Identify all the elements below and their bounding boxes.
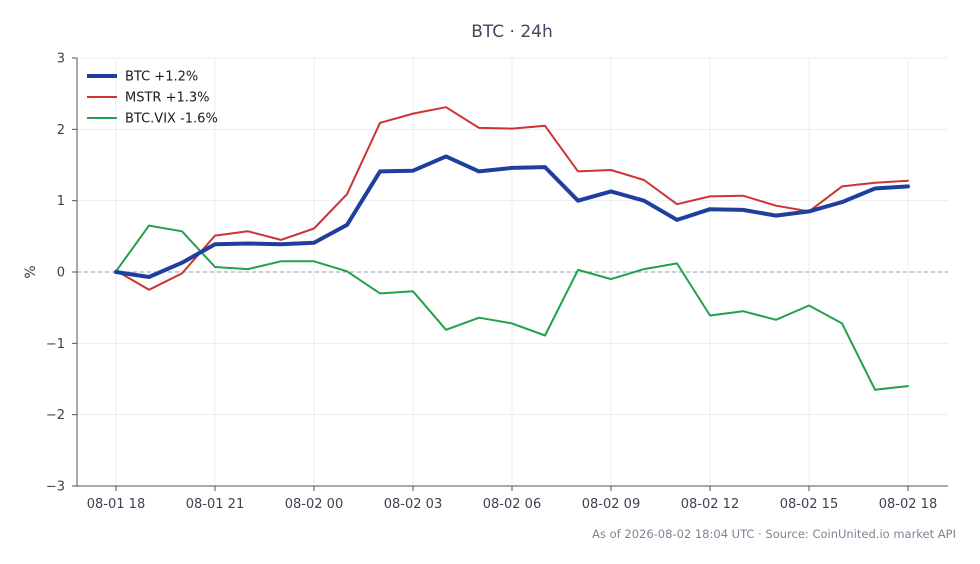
y-axis-label: % xyxy=(23,265,39,278)
x-tick-label: 08-02 00 xyxy=(285,497,343,512)
x-axis-ticks: 08-01 18 08-01 21 08-02 00 08-02 03 08-02 06… xyxy=(87,486,937,512)
x-tick-label: 08-02 03 xyxy=(384,497,442,512)
y-tick-label: −1 xyxy=(46,337,65,352)
series-line-1 xyxy=(115,106,909,291)
legend: BTC +1.2% MSTR +1.3% BTC.VIX -1.6% xyxy=(87,70,218,127)
y-tick-label: −2 xyxy=(46,408,65,423)
series-line-2 xyxy=(115,224,909,391)
y-tick-label: 2 xyxy=(57,123,65,138)
y-axis-ticks: −3 −2 −1 0 1 2 3 xyxy=(46,52,77,495)
y-tick-label: 3 xyxy=(57,52,65,67)
x-tick-label: 08-01 18 xyxy=(87,497,145,512)
legend-label-0: BTC +1.2% xyxy=(125,70,198,85)
y-tick-label: 1 xyxy=(57,194,65,209)
chart-title: BTC · 24h xyxy=(471,22,553,42)
x-tick-label: 08-02 06 xyxy=(483,497,541,512)
x-tick-label: 08-02 15 xyxy=(780,497,838,512)
x-tick-label: 08-02 12 xyxy=(681,497,739,512)
series-layer xyxy=(114,106,910,391)
footer-source: As of 2026-08-02 18:04 UTC · Source: Coi… xyxy=(592,527,956,541)
legend-label-1: MSTR +1.3% xyxy=(125,91,210,106)
y-tick-label: −3 xyxy=(46,480,65,495)
x-tick-label: 08-01 21 xyxy=(186,497,244,512)
legend-label-2: BTC.VIX -1.6% xyxy=(125,112,218,127)
x-tick-label: 08-02 09 xyxy=(582,497,640,512)
series-line-0 xyxy=(114,154,910,279)
x-tick-label: 08-02 18 xyxy=(879,497,937,512)
y-tick-label: 0 xyxy=(57,266,65,281)
